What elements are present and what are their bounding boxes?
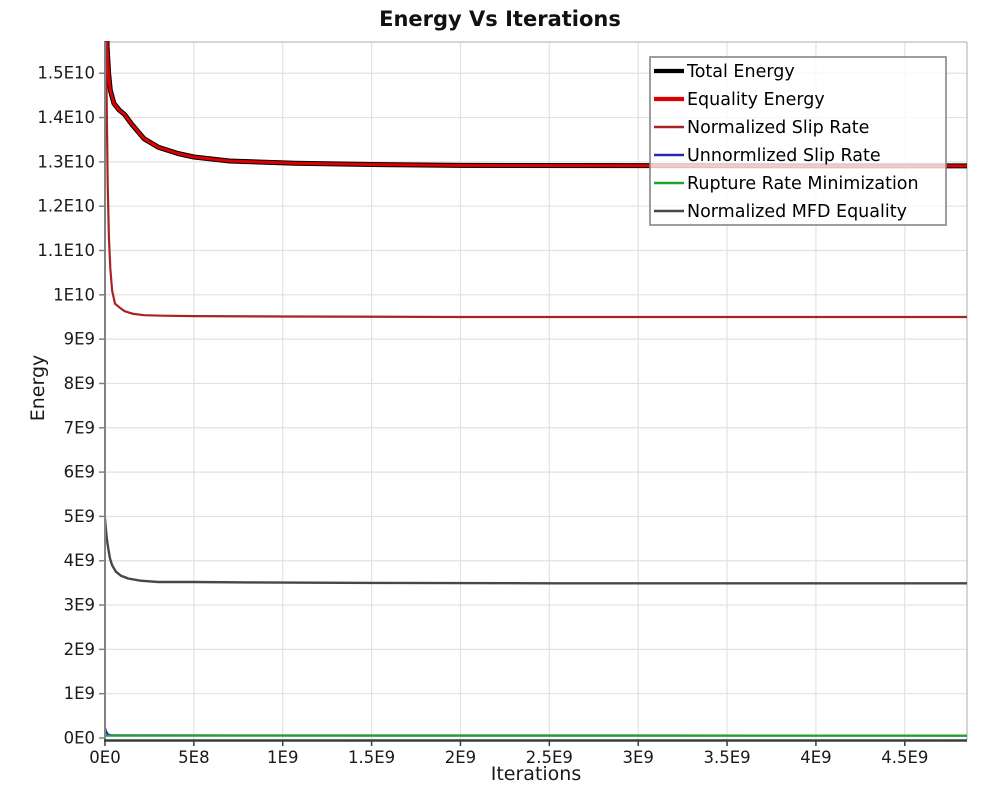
y-tick-label: 8E9 — [64, 374, 95, 393]
x-tick-label: 3E9 — [622, 748, 653, 767]
x-tick-label: 0E0 — [89, 748, 120, 767]
legend-box — [649, 56, 947, 226]
legend-label: Normalized Slip Rate — [687, 118, 869, 138]
y-tick-label: 1.3E10 — [37, 152, 95, 171]
legend-label: Rupture Rate Minimization — [687, 174, 919, 194]
series-line-unnormlized-slip-rate — [104, 727, 968, 737]
y-tick-label: 5E9 — [64, 507, 95, 526]
legend-label: Normalized MFD Equality — [687, 202, 907, 222]
legend-label: Equality Energy — [687, 90, 825, 110]
chart-title: Energy Vs Iterations — [379, 7, 621, 31]
y-tick-label: 1E9 — [64, 684, 95, 703]
x-tick-label: 3.5E9 — [703, 748, 750, 767]
x-tick-label: 2E9 — [445, 748, 476, 767]
y-tick-label: 6E9 — [64, 463, 95, 482]
legend: Total Energy Equality Energy Normalized Sl… — [649, 56, 947, 226]
y-tick-label: 1.5E10 — [37, 64, 95, 83]
x-tick-label: 4E9 — [800, 748, 831, 767]
x-tick-label: 1.5E9 — [348, 748, 395, 767]
y-tick-label: 1.4E10 — [37, 108, 95, 127]
x-tick-label: 4.5E9 — [881, 748, 928, 767]
x-axis-title: Iterations — [490, 763, 582, 785]
y-tick-label: 1E10 — [53, 285, 95, 304]
y-tick-label: 1.1E10 — [37, 241, 95, 260]
y-tick-label: 2E9 — [64, 640, 95, 659]
series-line-normalized-mfd-equality — [104, 518, 967, 585]
series-line-normalized-slip-rate — [105, 41, 967, 319]
legend-label: Total Energy — [686, 62, 795, 82]
y-tick-label: 3E9 — [64, 596, 95, 615]
y-tick-label: 1.2E10 — [37, 197, 95, 216]
x-tick-label: 2.5E9 — [526, 748, 573, 767]
x-tick-label: 1E9 — [267, 748, 298, 767]
y-tick-label: 7E9 — [64, 418, 95, 437]
y-tick-label: 0E0 — [64, 729, 95, 748]
y-tick-label: 9E9 — [64, 330, 95, 349]
x-tick-label: 5E8 — [178, 748, 209, 767]
y-tick-label: 4E9 — [64, 551, 95, 570]
legend-label: Unnormlized Slip Rate — [687, 146, 881, 166]
series-line-equality-energy — [105, 41, 967, 168]
